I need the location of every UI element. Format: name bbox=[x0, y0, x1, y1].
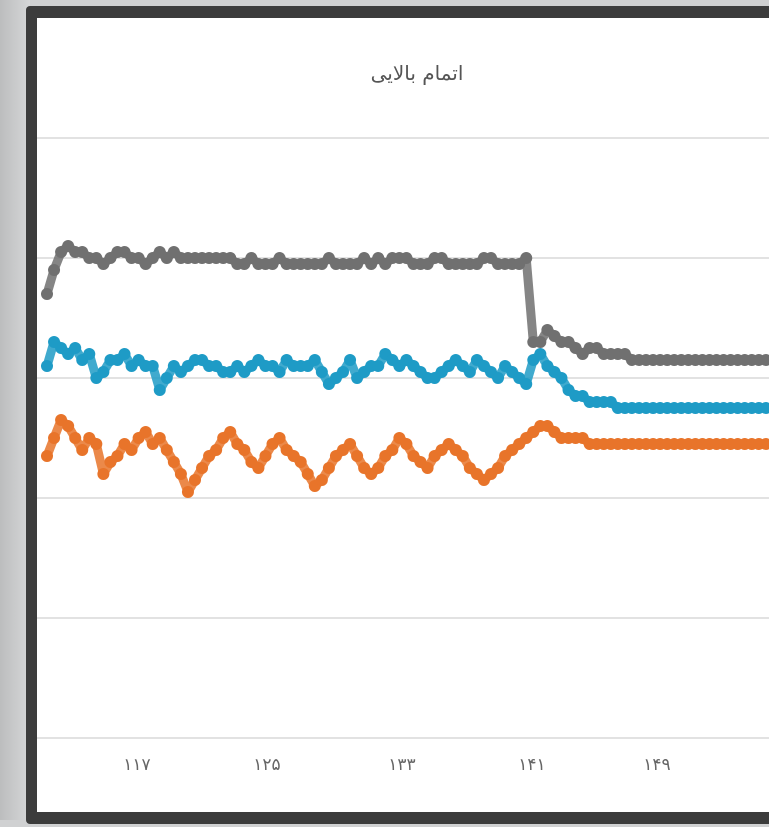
data-point bbox=[463, 366, 476, 378]
data-point bbox=[344, 354, 357, 366]
x-tick-label: ۱۲۵ bbox=[253, 755, 280, 775]
data-point bbox=[351, 450, 364, 462]
gridlines bbox=[37, 137, 769, 739]
data-point bbox=[139, 426, 152, 438]
data-point bbox=[766, 439, 769, 449]
line-chart: ﺍﺗﻤﺎم ﺑﺎﻻﯾﯽ ۱۱۷ ۱۲۵ ۱۳۳ ۱۴۱ ۱۴۹ bbox=[37, 61, 769, 775]
data-point bbox=[146, 360, 159, 372]
data-point bbox=[160, 372, 173, 384]
data-point bbox=[125, 444, 138, 456]
data-point bbox=[301, 468, 314, 480]
data-point bbox=[372, 462, 385, 474]
data-point bbox=[167, 456, 180, 468]
series-2 bbox=[41, 414, 769, 498]
data-point bbox=[386, 444, 399, 456]
chart-area: ﺍﺗﻤﺎم ﺑﺎﻻﯾﯽ ۱۱۷ ۱۲۵ ۱۳۳ ۱۴۱ ۱۴۹ bbox=[37, 18, 769, 812]
data-point bbox=[520, 378, 533, 390]
data-point bbox=[238, 444, 251, 456]
series-1 bbox=[41, 336, 769, 414]
data-point bbox=[97, 366, 110, 378]
data-point bbox=[273, 366, 286, 378]
data-point bbox=[76, 444, 89, 456]
data-point bbox=[111, 450, 124, 462]
data-point bbox=[766, 403, 769, 413]
data-point bbox=[41, 450, 53, 462]
x-tick-label: ۱۳۳ bbox=[388, 755, 415, 775]
data-point bbox=[372, 360, 385, 372]
data-point bbox=[259, 450, 272, 462]
data-point bbox=[294, 456, 307, 468]
data-point bbox=[492, 372, 505, 384]
chart-title: ﺍﺗﻤﺎم ﺑﺎﻻﯾﯽ bbox=[371, 61, 464, 85]
data-point bbox=[308, 354, 321, 366]
data-point bbox=[534, 336, 547, 348]
data-point bbox=[181, 486, 194, 498]
data-point bbox=[534, 348, 547, 360]
data-point bbox=[252, 462, 265, 474]
data-point bbox=[153, 384, 166, 396]
series-layer bbox=[41, 240, 769, 498]
data-point bbox=[337, 366, 349, 378]
data-point bbox=[48, 432, 61, 444]
data-point bbox=[41, 360, 53, 372]
window-left-edge bbox=[0, 0, 30, 827]
data-point bbox=[520, 252, 533, 264]
data-point bbox=[315, 474, 328, 486]
data-point bbox=[456, 450, 469, 462]
data-point bbox=[421, 462, 434, 474]
data-point bbox=[766, 355, 769, 365]
data-point bbox=[273, 432, 286, 444]
data-point bbox=[153, 432, 166, 444]
data-point bbox=[62, 420, 75, 432]
data-point bbox=[69, 432, 82, 444]
data-point bbox=[315, 366, 328, 378]
data-point bbox=[48, 264, 61, 276]
data-point bbox=[759, 354, 769, 366]
x-tick-label: ۱۴۹ bbox=[643, 755, 670, 775]
series-0 bbox=[41, 240, 769, 366]
series-line bbox=[42, 337, 769, 413]
data-point bbox=[759, 402, 769, 414]
x-tick-label: ۱۱۷ bbox=[123, 755, 150, 775]
data-point bbox=[189, 474, 201, 486]
data-point bbox=[224, 426, 237, 438]
data-point bbox=[759, 438, 769, 450]
data-point bbox=[555, 372, 568, 384]
data-point bbox=[69, 342, 82, 354]
data-point bbox=[400, 438, 413, 450]
data-point bbox=[210, 444, 223, 456]
data-point bbox=[322, 462, 335, 474]
data-point bbox=[160, 444, 173, 456]
data-point bbox=[83, 348, 96, 360]
x-tick-label: ۱۴۱ bbox=[518, 755, 545, 775]
x-axis-ticks: ۱۱۷ ۱۲۵ ۱۳۳ ۱۴۱ ۱۴۹ bbox=[123, 755, 670, 775]
data-point bbox=[174, 468, 187, 480]
data-point bbox=[41, 288, 53, 300]
data-point bbox=[492, 462, 505, 474]
data-point bbox=[97, 468, 110, 480]
data-point bbox=[90, 438, 103, 450]
data-point bbox=[118, 348, 131, 360]
data-point bbox=[344, 438, 357, 450]
data-point bbox=[196, 462, 209, 474]
